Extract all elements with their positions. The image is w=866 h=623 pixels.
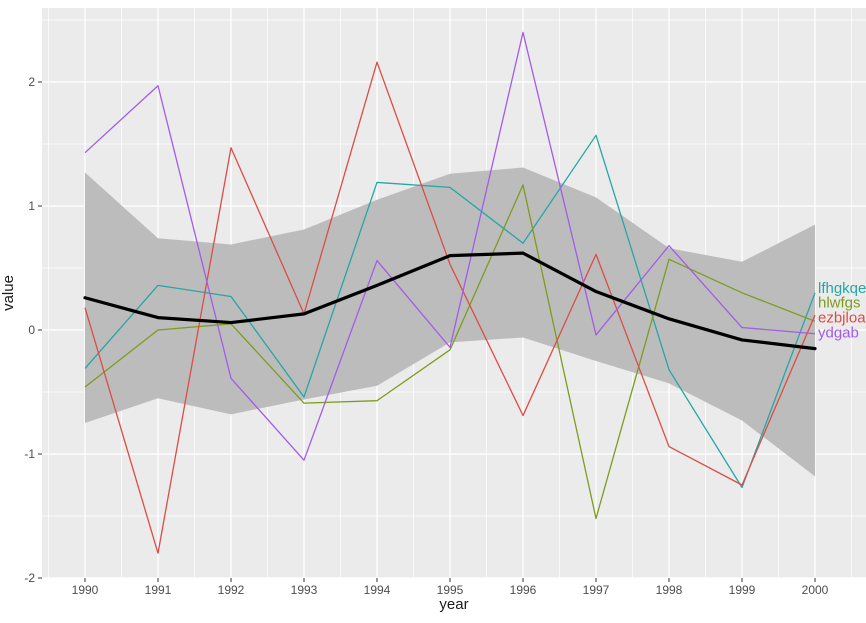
x-tick-label: 1994 — [364, 583, 391, 597]
series-label-ezbjloa: ezbjloa — [818, 310, 866, 327]
x-tick-label: 1996 — [510, 583, 537, 597]
x-tick-label: 2000 — [802, 583, 829, 597]
series-label-ydgab: ydgab — [818, 324, 859, 341]
x-tick-label: 1995 — [437, 583, 464, 597]
x-tick-label: 1990 — [72, 583, 99, 597]
y-tick-label: 2 — [28, 75, 35, 89]
y-tick-label: -1 — [24, 447, 35, 461]
y-tick-label: 1 — [28, 199, 35, 213]
x-tick-label: 1991 — [145, 583, 172, 597]
series-line-hlwfgs — [84, 184, 816, 520]
plot-generated-layers: 1990 1991 1992 1993 1994 1995 1996 1997 1998 1999… — [24, 8, 866, 597]
y-tick-label: -2 — [24, 571, 35, 585]
series-line-ydgab — [84, 31, 816, 461]
x-tick-label: 1998 — [656, 583, 683, 597]
y-axis-title: value — [0, 275, 17, 311]
x-tick-label: 1999 — [729, 583, 756, 597]
series-line-lfhgkqe — [84, 134, 816, 489]
mean-smooth-line — [83, 251, 817, 351]
confidence-ribbon — [85, 167, 815, 477]
y-tick-label: 0 — [28, 323, 35, 337]
x-tick-label: 1993 — [291, 583, 318, 597]
series-label-hlwfgs: hlwfgs — [818, 295, 861, 312]
x-axis-title: year — [439, 596, 468, 613]
x-tick-label: 1992 — [218, 583, 245, 597]
series-label-lfhgkqe: lfhgkqe — [818, 280, 866, 297]
x-tick-label: 1997 — [583, 583, 610, 597]
